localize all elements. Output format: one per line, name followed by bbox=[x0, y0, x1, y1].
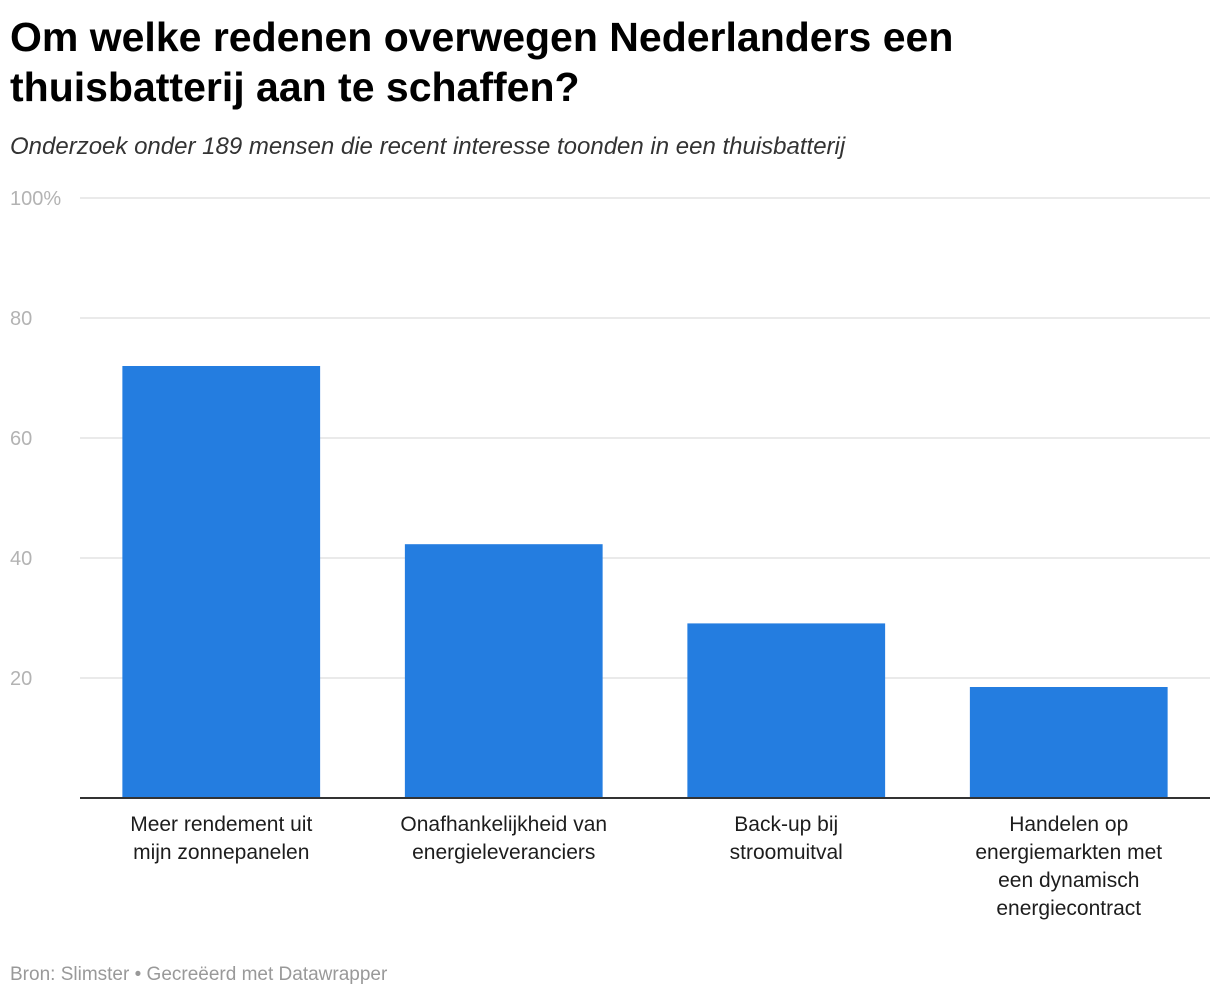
bar[interactable] bbox=[404, 544, 603, 798]
source-label: Bron: bbox=[10, 964, 56, 985]
footer-separator: • bbox=[134, 964, 142, 985]
credit-link[interactable]: Gecreëerd met Datawrapper bbox=[146, 964, 388, 985]
y-tick-label: 80 bbox=[10, 308, 32, 330]
footer: Bron: Slimster • Gecreëerd met Datawrapp… bbox=[10, 964, 387, 986]
bar[interactable] bbox=[687, 623, 886, 798]
y-tick-label: 60 bbox=[10, 428, 32, 450]
bar[interactable] bbox=[122, 366, 321, 798]
bar[interactable] bbox=[969, 687, 1168, 798]
x-category-label: Meer rendement uit mijn zonnepanelen bbox=[130, 813, 312, 864]
y-tick-label: 20 bbox=[10, 668, 32, 690]
bars bbox=[122, 366, 1168, 798]
x-category-label: Back-up bij stroomuitval bbox=[730, 813, 843, 864]
bar-chart: 20 40 60 80 100% Meer rendement uit mijn zonn… bbox=[10, 188, 1210, 920]
source-link[interactable]: Slimster bbox=[60, 964, 130, 985]
category-labels: Meer rendement uit mijn zonnepanelen Onafh… bbox=[130, 813, 1162, 920]
chart-title: Om welke redenen overwegen Nederlanders … bbox=[10, 14, 954, 110]
y-tick-label: 40 bbox=[10, 548, 32, 570]
x-category-label: Onafhankelijkheid van energieleveranciers bbox=[400, 813, 607, 864]
x-category-label: Handelen op energiemarkten met een dynamis… bbox=[975, 813, 1162, 920]
chart-subtitle: Onderzoek onder 189 mensen die recent in… bbox=[10, 133, 846, 160]
y-tick-label: 100% bbox=[10, 188, 61, 210]
